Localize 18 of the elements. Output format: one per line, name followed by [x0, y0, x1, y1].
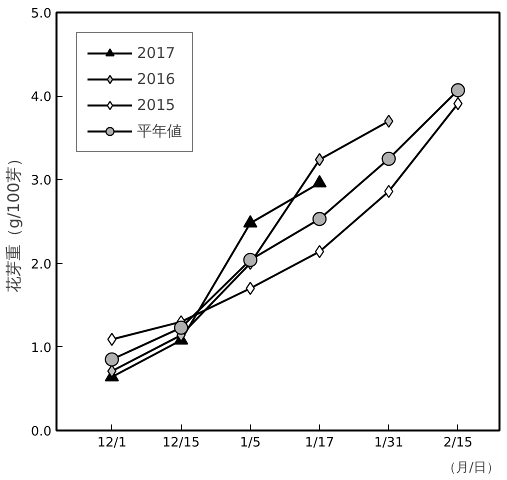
y-tick-label: 4.0 — [30, 90, 52, 106]
y-tick-label: 3.0 — [30, 174, 52, 189]
x-tick-label: 12/15 — [162, 436, 200, 450]
legend-label: 2016 — [137, 70, 176, 88]
legend-label: 2015 — [137, 96, 176, 114]
x-tick-label: 2/15 — [443, 436, 473, 450]
x-tick-label: 1/5 — [240, 436, 261, 450]
y-tick-label: 1.0 — [30, 340, 52, 356]
x-tick-label: 12/1 — [97, 436, 126, 450]
legend-label: 2017 — [137, 44, 176, 62]
y-tick-label: 2.0 — [30, 257, 52, 272]
x-axis-title: （月/日） — [443, 460, 500, 476]
x-tick-label: 1/17 — [304, 436, 334, 450]
legend-label: 平年値 — [137, 122, 182, 140]
y-tick-label: 5.0 — [30, 6, 52, 22]
y-axis-title: 花芽重（g/100芽） — [4, 150, 23, 293]
y-tick-label: 0.0 — [30, 424, 52, 440]
x-tick-label: 1/31 — [374, 436, 404, 450]
